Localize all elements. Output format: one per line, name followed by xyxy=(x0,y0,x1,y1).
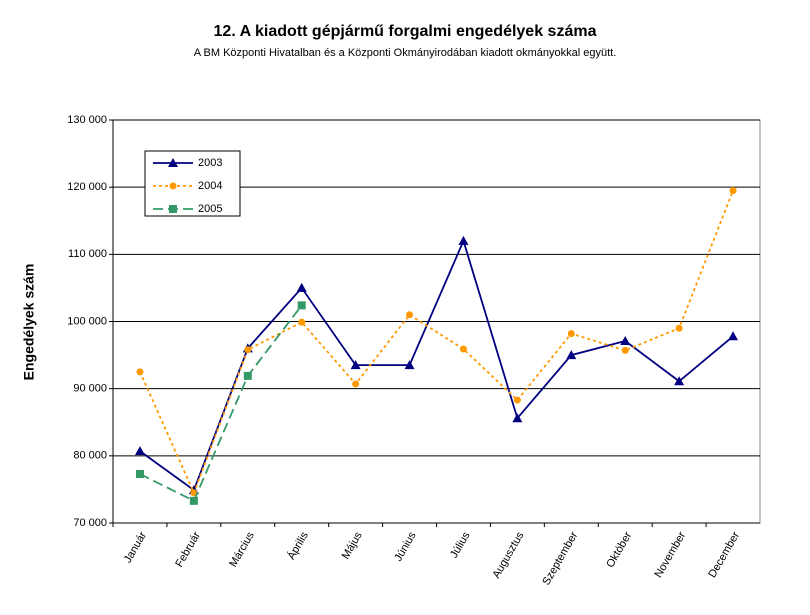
data-point xyxy=(675,324,683,332)
legend-marker xyxy=(168,158,178,167)
x-tick-label: Augusztus xyxy=(490,530,526,581)
data-point xyxy=(567,330,575,338)
legend-label: 2004 xyxy=(198,180,222,192)
legend xyxy=(144,150,241,217)
legend-marker xyxy=(169,205,177,213)
y-tick-label: 90 000 xyxy=(73,383,107,395)
series-line xyxy=(139,238,734,492)
y-tick-label: 70 000 xyxy=(73,517,107,529)
y-axis-label: Engedélyek szám xyxy=(21,264,37,381)
x-tick-label: Január xyxy=(122,530,149,565)
data-point xyxy=(243,371,252,380)
y-tick-label: 80 000 xyxy=(73,450,107,462)
data-point xyxy=(352,380,360,388)
data-point xyxy=(566,350,577,360)
data-point xyxy=(244,346,252,354)
data-point xyxy=(621,346,629,354)
data-point xyxy=(136,368,144,376)
data-point xyxy=(404,360,415,370)
legend-label: 2003 xyxy=(198,157,222,169)
data-point xyxy=(459,345,467,353)
y-tick-label: 130 000 xyxy=(67,114,107,126)
data-point xyxy=(298,318,306,326)
x-tick-label: Július xyxy=(448,530,473,561)
x-tick-label: Október xyxy=(604,530,634,570)
y-tick-label: 120 000 xyxy=(67,181,107,193)
data-point xyxy=(406,311,414,319)
x-tick-label: Szeptember xyxy=(540,530,580,588)
legend-marker xyxy=(169,182,177,190)
series-line xyxy=(139,190,734,496)
data-point xyxy=(512,413,523,423)
data-point xyxy=(674,376,685,386)
x-tick-label: Június xyxy=(392,530,419,564)
y-tick-label: 110 000 xyxy=(68,248,107,260)
chart-subtitle: A BM Központi Hivatalban és a Központi O… xyxy=(194,47,617,59)
x-tick-label: Március xyxy=(227,530,257,570)
x-tick-label: Április xyxy=(285,529,311,562)
data-point xyxy=(134,446,145,456)
data-point xyxy=(189,496,198,505)
data-point xyxy=(620,335,631,345)
series-line xyxy=(139,304,303,503)
x-tick-label: November xyxy=(652,530,688,580)
data-point xyxy=(728,331,739,341)
data-point xyxy=(296,282,307,292)
data-point xyxy=(350,360,361,370)
chart-title: 12. A kiadott gépjármű forgalmi engedély… xyxy=(214,23,597,40)
data-point xyxy=(297,301,306,310)
data-point xyxy=(458,235,469,245)
legend-label: 2005 xyxy=(198,203,222,215)
x-tick-label: Február xyxy=(173,530,203,570)
data-point xyxy=(135,469,144,478)
data-point xyxy=(513,396,521,404)
x-tick-label: December xyxy=(706,530,742,580)
data-point xyxy=(729,187,737,195)
x-tick-label: Május xyxy=(340,530,365,562)
y-tick-label: 100 000 xyxy=(67,315,107,327)
